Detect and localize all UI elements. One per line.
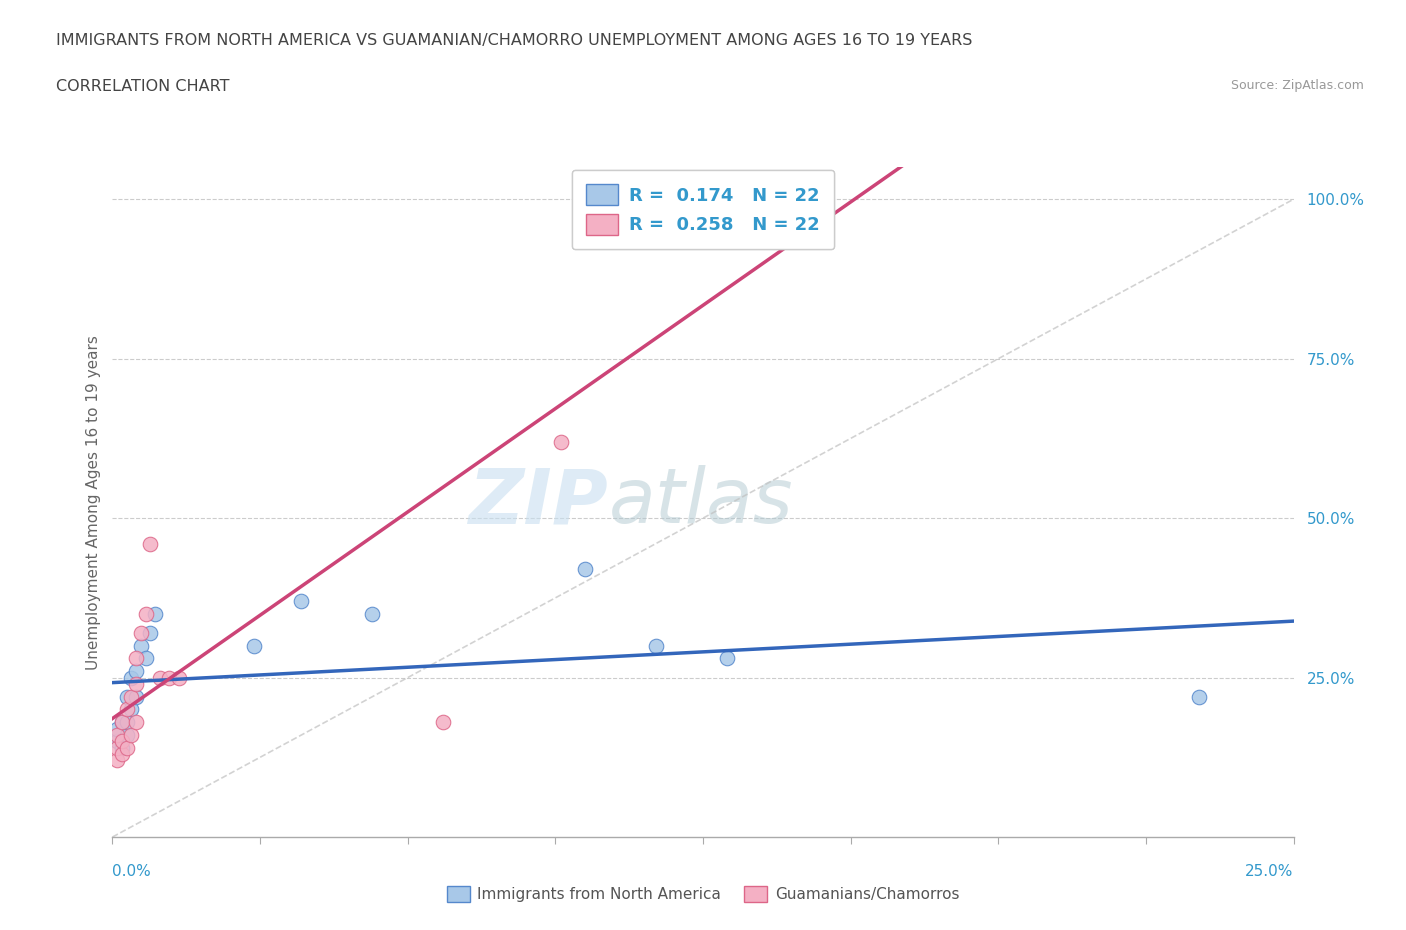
Text: atlas: atlas bbox=[609, 465, 793, 539]
Point bbox=[157, 671, 180, 685]
Point bbox=[120, 727, 142, 742]
Point bbox=[716, 651, 738, 666]
Legend: R =  0.174   N = 22, R =  0.258   N = 22: R = 0.174 N = 22, R = 0.258 N = 22 bbox=[571, 170, 835, 249]
Point bbox=[139, 626, 162, 641]
Text: IMMIGRANTS FROM NORTH AMERICA VS GUAMANIAN/CHAMORRO UNEMPLOYMENT AMONG AGES 16 T: IMMIGRANTS FROM NORTH AMERICA VS GUAMANI… bbox=[56, 33, 973, 47]
Text: CORRELATION CHART: CORRELATION CHART bbox=[56, 79, 229, 94]
Point bbox=[432, 715, 454, 730]
Point bbox=[550, 434, 572, 449]
Point bbox=[111, 747, 134, 762]
Point bbox=[598, 192, 620, 206]
Point bbox=[111, 715, 134, 730]
Point bbox=[1188, 689, 1211, 704]
Point bbox=[290, 593, 312, 608]
Text: Source: ZipAtlas.com: Source: ZipAtlas.com bbox=[1230, 79, 1364, 92]
Point bbox=[125, 676, 148, 691]
Point bbox=[129, 638, 152, 653]
Point bbox=[125, 689, 148, 704]
Point bbox=[120, 689, 142, 704]
Point bbox=[115, 702, 138, 717]
Point bbox=[105, 740, 128, 755]
Point bbox=[115, 727, 138, 742]
Point bbox=[135, 606, 157, 621]
Point bbox=[105, 727, 128, 742]
Point bbox=[105, 734, 128, 749]
Point bbox=[115, 740, 138, 755]
Point bbox=[139, 537, 162, 551]
Text: 25.0%: 25.0% bbox=[1246, 864, 1294, 879]
Point bbox=[105, 721, 128, 736]
Text: ZIP: ZIP bbox=[468, 465, 609, 539]
Point bbox=[129, 626, 152, 641]
Point bbox=[115, 689, 138, 704]
Point bbox=[111, 740, 134, 755]
Point bbox=[243, 638, 266, 653]
Point bbox=[111, 715, 134, 730]
Point bbox=[135, 651, 157, 666]
Point bbox=[361, 606, 384, 621]
Point bbox=[120, 702, 142, 717]
Point bbox=[105, 753, 128, 768]
Point bbox=[125, 664, 148, 679]
Text: 0.0%: 0.0% bbox=[112, 864, 152, 879]
Y-axis label: Unemployment Among Ages 16 to 19 years: Unemployment Among Ages 16 to 19 years bbox=[86, 335, 101, 670]
Point bbox=[143, 606, 166, 621]
Point bbox=[125, 651, 148, 666]
Point bbox=[574, 562, 596, 577]
Point bbox=[125, 715, 148, 730]
Legend: Immigrants from North America, Guamanians/Chamorros: Immigrants from North America, Guamanian… bbox=[440, 880, 966, 909]
Point bbox=[644, 638, 666, 653]
Point bbox=[149, 671, 172, 685]
Point bbox=[167, 671, 190, 685]
Point bbox=[111, 734, 134, 749]
Point bbox=[120, 671, 142, 685]
Point bbox=[115, 715, 138, 730]
